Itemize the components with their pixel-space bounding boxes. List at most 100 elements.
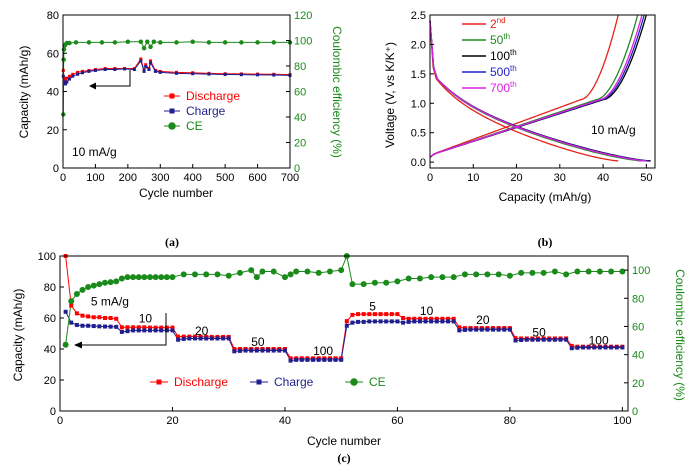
data-point-ce bbox=[428, 274, 435, 281]
data-point-ce bbox=[596, 268, 603, 275]
data-point-discharge bbox=[232, 347, 237, 351]
data-point-charge bbox=[547, 337, 552, 342]
data-point-discharge bbox=[86, 314, 91, 319]
y2-tick-label: 0 bbox=[294, 163, 300, 175]
data-point-charge bbox=[389, 319, 394, 324]
data-point-charge bbox=[139, 59, 143, 63]
y2-tick-label: 80 bbox=[294, 61, 306, 73]
data-point-charge bbox=[123, 67, 127, 71]
data-point-charge bbox=[361, 319, 366, 324]
data-point-charge bbox=[223, 72, 227, 76]
data-point-discharge bbox=[457, 325, 462, 330]
y-tick-label: 80 bbox=[44, 282, 56, 294]
rate-label: 100 bbox=[313, 344, 333, 358]
data-point-discharge bbox=[412, 316, 417, 321]
data-point-discharge bbox=[97, 315, 102, 320]
data-point-ce bbox=[113, 278, 120, 285]
data-point-ce bbox=[349, 281, 356, 288]
data-point-discharge bbox=[434, 316, 439, 321]
data-point-discharge bbox=[139, 57, 143, 61]
y2-tick-label: 20 bbox=[294, 138, 306, 150]
data-point-discharge bbox=[114, 316, 119, 321]
data-point-charge bbox=[367, 319, 372, 324]
data-point-ce bbox=[96, 281, 103, 288]
y2-tick-label: 60 bbox=[294, 87, 306, 99]
data-point-charge bbox=[67, 77, 71, 81]
data-point-charge bbox=[519, 338, 524, 343]
data-point-ce bbox=[148, 44, 153, 50]
y-tick-label: 60 bbox=[47, 48, 59, 60]
panel-b-label: (b) bbox=[538, 235, 553, 249]
data-point-charge bbox=[159, 328, 164, 333]
y-tick-label: 80 bbox=[47, 10, 59, 22]
data-point-discharge bbox=[367, 312, 372, 317]
data-point-ce bbox=[608, 268, 615, 275]
data-point-charge bbox=[158, 70, 162, 74]
data-point-charge bbox=[76, 72, 80, 76]
legend-marker bbox=[156, 379, 162, 385]
data-point-ce bbox=[484, 271, 491, 278]
x-tick-label: 30 bbox=[554, 172, 566, 184]
data-point-charge bbox=[249, 348, 254, 353]
panel-c-label: (c) bbox=[337, 451, 350, 465]
x-tick-label: 0 bbox=[60, 172, 66, 184]
legend-marker bbox=[169, 108, 175, 114]
y2-tick-label: 40 bbox=[294, 112, 306, 124]
data-point-charge bbox=[344, 323, 349, 328]
discharge-curve-50th bbox=[429, 20, 643, 162]
data-point-ce bbox=[169, 274, 176, 281]
panel-c-xlabel: Cycle number bbox=[307, 434, 381, 448]
data-point-charge bbox=[609, 345, 614, 350]
data-point-ce bbox=[158, 274, 165, 281]
data-point-charge bbox=[350, 320, 355, 325]
panel-c-frame bbox=[59, 255, 629, 412]
discharge-curve-700th bbox=[429, 20, 647, 162]
data-point-ce bbox=[151, 39, 157, 45]
y2-tick-label: 20 bbox=[632, 378, 644, 390]
data-point-ce bbox=[125, 39, 131, 45]
data-point-ce bbox=[416, 275, 423, 282]
data-point-charge bbox=[491, 327, 496, 332]
panel-c-rate-labels: 5 mA/g 10 20 50 100 5 10 20 50 100 bbox=[91, 295, 609, 359]
data-point-discharge bbox=[102, 316, 107, 320]
rate-label: 20 bbox=[195, 324, 209, 338]
data-point-charge bbox=[434, 319, 439, 324]
data-point-discharge bbox=[136, 325, 141, 330]
data-point-ce bbox=[191, 271, 198, 278]
data-point-ce bbox=[360, 281, 367, 288]
y-tick-label: 60 bbox=[44, 313, 56, 325]
data-point-discharge bbox=[344, 319, 349, 324]
data-point-charge bbox=[581, 345, 586, 350]
data-point-charge bbox=[64, 82, 68, 86]
data-point-ce bbox=[135, 274, 142, 281]
data-point-discharge bbox=[142, 325, 147, 330]
data-point-discharge bbox=[119, 325, 124, 330]
data-point-charge bbox=[311, 357, 316, 362]
data-point-ce bbox=[73, 291, 80, 298]
data-point-ce bbox=[236, 269, 243, 276]
data-point-charge bbox=[65, 80, 69, 84]
data-point-charge bbox=[474, 327, 479, 332]
data-point-discharge bbox=[149, 59, 153, 63]
y2-tick-label: 0 bbox=[632, 406, 638, 418]
data-point-discharge bbox=[164, 325, 169, 330]
rate-label: 100 bbox=[589, 333, 609, 347]
y-tick-label: 0 bbox=[53, 163, 59, 175]
data-point-charge bbox=[74, 322, 79, 327]
data-point-charge bbox=[603, 345, 608, 350]
data-point-charge bbox=[412, 319, 417, 324]
data-point-charge bbox=[108, 324, 113, 329]
panel-c-marks bbox=[62, 253, 626, 363]
legend-label: CE bbox=[369, 375, 386, 389]
rate-label: 50 bbox=[532, 326, 546, 340]
x-tick-label: 700 bbox=[281, 172, 299, 184]
data-point-charge bbox=[395, 319, 400, 324]
x-tick-label: 300 bbox=[151, 172, 169, 184]
legend-marker bbox=[169, 93, 175, 99]
data-point-discharge bbox=[67, 74, 71, 78]
y-tick-label: 40 bbox=[44, 344, 56, 356]
data-point-ce bbox=[371, 279, 378, 286]
data-point-discharge bbox=[417, 316, 422, 321]
data-point-charge bbox=[507, 327, 512, 332]
